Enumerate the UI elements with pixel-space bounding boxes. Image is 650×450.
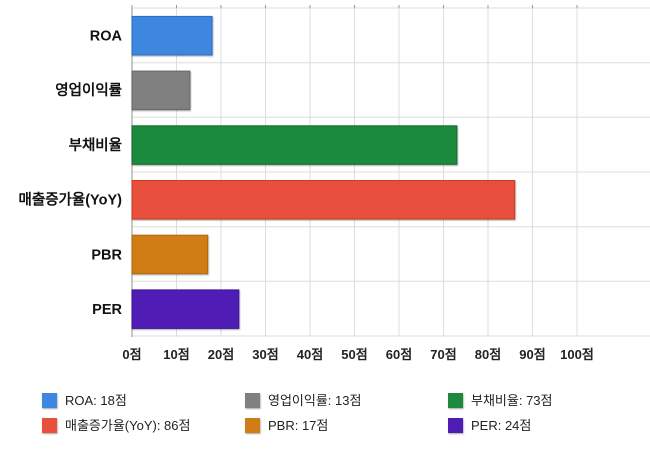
svg-text:30점: 30점	[252, 347, 278, 362]
svg-text:부채비율: 73점: 부채비율: 73점	[471, 393, 552, 408]
svg-text:90점: 90점	[519, 347, 545, 362]
svg-text:80점: 80점	[475, 347, 501, 362]
svg-text:ROA: 18점: ROA: 18점	[65, 393, 127, 408]
svg-text:50점: 50점	[341, 347, 367, 362]
svg-text:PER: 24점: PER: 24점	[471, 418, 531, 433]
svg-text:부채비율: 부채비율	[69, 137, 122, 154]
svg-text:10점: 10점	[163, 347, 189, 362]
svg-text:매출증가율(YoY): 86점: 매출증가율(YoY): 86점	[65, 418, 190, 433]
svg-text:ROA: ROA	[90, 29, 123, 45]
svg-text:60점: 60점	[386, 347, 412, 362]
svg-text:매출증가율(YoY): 매출증가율(YoY)	[19, 192, 123, 209]
svg-text:40점: 40점	[297, 347, 323, 362]
svg-text:100점: 100점	[560, 347, 594, 362]
svg-text:0점: 0점	[122, 347, 141, 362]
svg-text:PBR: 17점: PBR: 17점	[268, 418, 328, 433]
svg-text:영업이익률: 13점: 영업이익률: 13점	[268, 393, 361, 408]
svg-text:70점: 70점	[430, 347, 456, 362]
svg-text:영업이익률: 영업이익률	[55, 81, 122, 99]
svg-text:PBR: PBR	[91, 247, 122, 263]
svg-text:20점: 20점	[208, 347, 234, 362]
svg-text:PER: PER	[92, 302, 122, 318]
